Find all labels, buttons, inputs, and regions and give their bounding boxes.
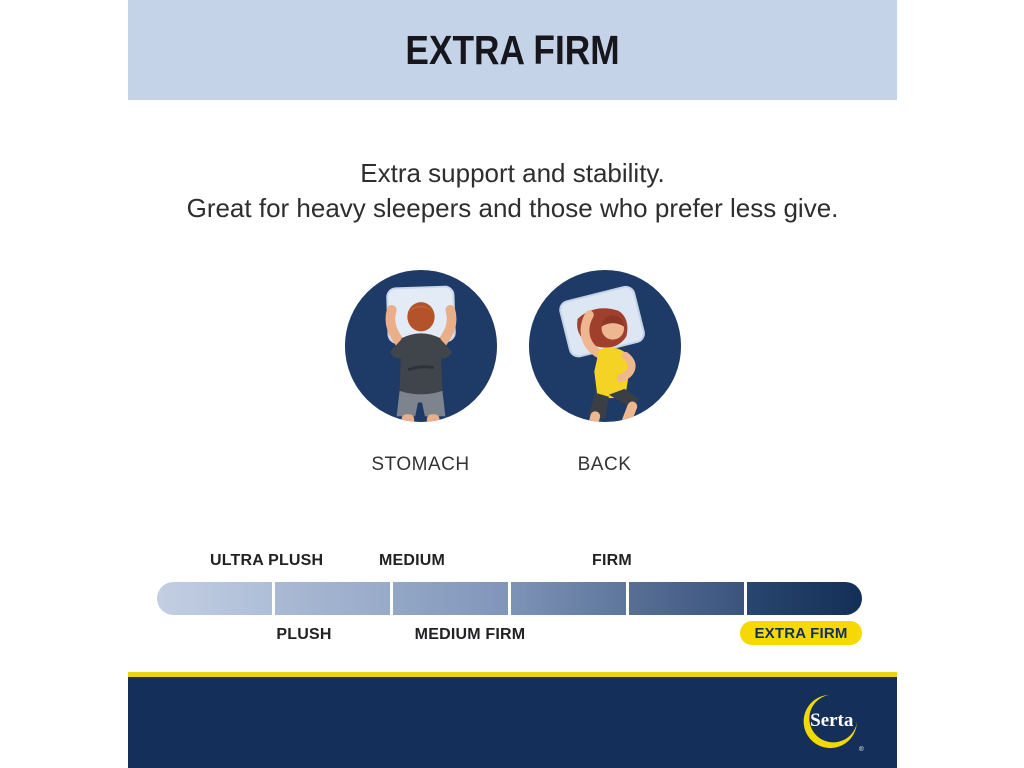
serta-logo-text: Serta (810, 710, 854, 731)
sleep-position-figures: STOMACH (128, 268, 897, 476)
stomach-sleeper-icon (344, 269, 497, 423)
infographic-panel: EXTRA FIRM Extra support and stability. … (128, 0, 897, 768)
scale-label-firm: FIRM (592, 552, 632, 569)
scale-label-medium: MEDIUM (378, 552, 446, 569)
page-title: EXTRA FIRM (405, 26, 620, 73)
footer: Serta ® (128, 672, 897, 768)
firmness-scale-bottom-labels: PLUSH MEDIUM FIRM EXTRA FIRM (157, 620, 862, 646)
back-sleeper-icon (528, 269, 681, 423)
firmness-segment-5 (629, 582, 744, 615)
scale-label-extra-firm-selected-badge: EXTRA FIRM (740, 621, 862, 645)
tagline: Extra support and stability. Great for h… (128, 156, 897, 226)
serta-logo: Serta ® (803, 694, 864, 753)
firmness-gradient-bar (157, 582, 862, 615)
scale-label-medium-firm: MEDIUM FIRM (414, 626, 526, 643)
scale-label-plush: PLUSH (276, 626, 332, 643)
footer-bar: Serta ® (128, 677, 897, 768)
firmness-segment-4 (511, 582, 626, 615)
firmness-segment-2 (275, 582, 390, 615)
firmness-scale-top-labels: ULTRA PLUSH MEDIUM FIRM (157, 552, 862, 574)
stomach-sleeper-figure: STOMACH (343, 268, 499, 476)
firmness-scale: ULTRA PLUSH MEDIUM FIRM PLUSH MEDIUM FIR… (157, 552, 862, 646)
firmness-segment-1 (157, 582, 272, 615)
serta-registered-mark: ® (859, 746, 864, 753)
tagline-line-2: Great for heavy sleepers and those who p… (186, 193, 839, 223)
footer-yellow-rule (128, 672, 897, 677)
scale-label-ultra-plush: ULTRA PLUSH (210, 552, 324, 569)
firmness-header-banner: EXTRA FIRM (128, 0, 897, 100)
back-label: BACK (577, 454, 632, 475)
stomach-label: STOMACH (371, 454, 470, 475)
firmness-segment-6 (747, 582, 862, 615)
firmness-segment-3 (393, 582, 508, 615)
tagline-line-1: Extra support and stability. (360, 158, 665, 188)
back-sleeper-figure: BACK (527, 268, 683, 476)
